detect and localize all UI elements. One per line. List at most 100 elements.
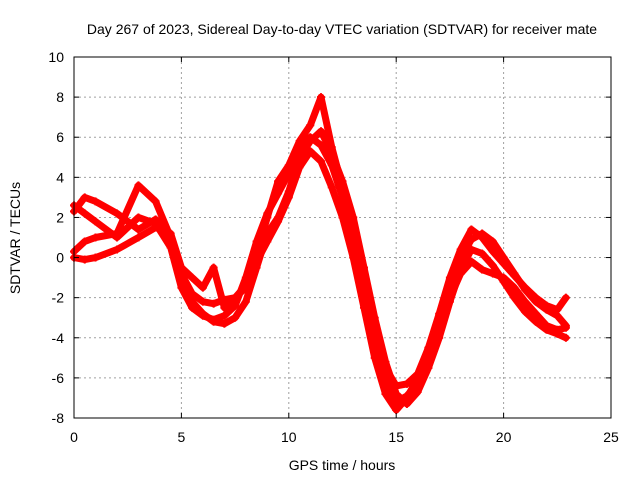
- data-point-marker: [456, 245, 465, 254]
- data-point-marker: [381, 363, 390, 372]
- data-point-marker: [177, 283, 186, 292]
- data-point-marker: [488, 247, 497, 256]
- data-point-marker: [424, 343, 433, 352]
- data-point-marker: [252, 249, 261, 258]
- y-tick-label: 6: [56, 129, 64, 145]
- series-layer: [70, 93, 570, 414]
- grid: [74, 57, 611, 418]
- data-point-marker: [209, 263, 218, 272]
- data-point-marker: [338, 213, 347, 222]
- data-point-marker: [510, 271, 519, 280]
- data-point-marker: [381, 389, 390, 398]
- x-tick-label: 20: [496, 429, 512, 445]
- data-point-marker: [488, 269, 497, 278]
- data-point-marker: [241, 297, 250, 306]
- data-point-marker: [188, 303, 197, 312]
- data-point-marker: [499, 259, 508, 268]
- chart-title: Day 267 of 2023, Sidereal Day-to-day VTE…: [87, 21, 597, 37]
- data-point-marker: [134, 233, 143, 242]
- data-point-marker: [521, 283, 530, 292]
- data-point-marker: [561, 333, 570, 342]
- data-point-marker: [295, 163, 304, 172]
- x-tick-label: 5: [178, 429, 186, 445]
- y-tick-label: 10: [48, 49, 64, 65]
- data-point-marker: [209, 299, 218, 308]
- data-point-marker: [112, 245, 121, 254]
- data-point-marker: [134, 181, 143, 190]
- data-point-marker: [488, 237, 497, 246]
- data-point-marker: [306, 147, 315, 156]
- data-point-marker: [359, 303, 368, 312]
- data-point-marker: [198, 311, 207, 320]
- data-point-marker: [542, 301, 551, 310]
- y-tick-label: -6: [52, 370, 65, 386]
- data-point-marker: [134, 213, 143, 222]
- data-point-marker: [263, 213, 272, 222]
- data-point-marker: [488, 261, 497, 270]
- data-point-marker: [402, 393, 411, 402]
- data-point-marker: [188, 273, 197, 282]
- series-line: [70, 147, 570, 414]
- data-point-marker: [198, 297, 207, 306]
- data-point-marker: [284, 193, 293, 202]
- data-point-marker: [263, 237, 272, 246]
- data-point-marker: [467, 225, 476, 234]
- data-point-marker: [306, 133, 315, 142]
- x-tick-label: 25: [603, 429, 619, 445]
- data-point-marker: [274, 217, 283, 226]
- data-point-marker: [445, 293, 454, 302]
- data-point-marker: [91, 217, 100, 226]
- y-tick-label: 0: [56, 250, 64, 266]
- x-tick-label: 10: [281, 429, 297, 445]
- data-point-marker: [112, 229, 121, 238]
- series-4: [70, 93, 570, 390]
- data-point-marker: [456, 269, 465, 278]
- data-point-marker: [478, 233, 487, 242]
- data-point-marker: [241, 283, 250, 292]
- data-point-marker: [151, 223, 160, 232]
- y-tick-label: -8: [52, 410, 65, 426]
- data-point-marker: [553, 325, 562, 334]
- data-point-marker: [531, 309, 540, 318]
- ticks: [73, 56, 612, 419]
- data-point-marker: [478, 249, 487, 258]
- data-point-marker: [542, 321, 551, 330]
- data-point-marker: [531, 293, 540, 302]
- data-point-marker: [435, 323, 444, 332]
- y-tick-label: 8: [56, 89, 64, 105]
- data-point-marker: [231, 293, 240, 302]
- data-point-marker: [349, 223, 358, 232]
- data-point-marker: [392, 405, 401, 414]
- data-point-marker: [317, 157, 326, 166]
- x-tick-labels: 0 5 10 15 20 25: [70, 429, 619, 445]
- data-point-marker: [561, 323, 570, 332]
- y-tick-label: 4: [56, 169, 64, 185]
- data-point-marker: [220, 319, 229, 328]
- data-point-marker: [467, 257, 476, 266]
- y-tick-label: 2: [56, 209, 64, 225]
- data-point-marker: [231, 301, 240, 310]
- data-point-marker: [349, 253, 358, 262]
- data-point-marker: [91, 233, 100, 242]
- data-point-marker: [521, 307, 530, 316]
- data-point-marker: [306, 121, 315, 130]
- y-axis-label: SDTVAR / TECUs: [7, 182, 23, 294]
- data-point-marker: [80, 193, 89, 202]
- data-point-marker: [112, 209, 121, 218]
- data-point-marker: [198, 283, 207, 292]
- data-point-marker: [359, 273, 368, 282]
- series-3: [70, 147, 570, 414]
- data-point-marker: [91, 197, 100, 206]
- data-point-marker: [327, 143, 336, 152]
- data-point-marker: [478, 265, 487, 274]
- data-point-marker: [338, 183, 347, 192]
- data-point-marker: [327, 183, 336, 192]
- data-point-marker: [220, 311, 229, 320]
- series-2: [70, 133, 570, 406]
- x-tick-label: 0: [70, 429, 78, 445]
- data-point-marker: [317, 93, 326, 102]
- data-point-marker: [80, 255, 89, 264]
- y-tick-label: -2: [52, 290, 65, 306]
- data-point-marker: [445, 273, 454, 282]
